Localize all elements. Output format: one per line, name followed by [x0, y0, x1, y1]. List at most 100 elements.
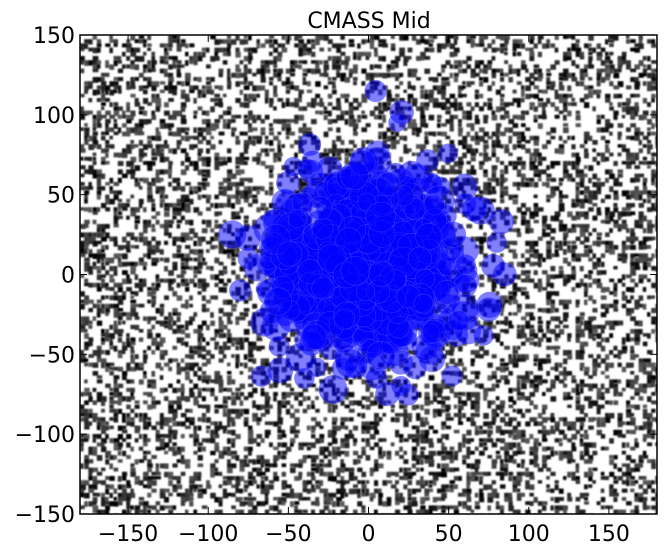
density-pixel [617, 354, 622, 360]
density-pixel [231, 72, 237, 78]
density-pixel [630, 228, 635, 234]
density-pixel [495, 68, 502, 73]
density-pixel [491, 287, 496, 293]
density-pixel [592, 140, 598, 145]
density-pixel [143, 316, 147, 321]
density-pixel [621, 224, 628, 230]
density-pixel [584, 253, 590, 258]
density-pixel [269, 60, 273, 65]
density-pixel [172, 211, 178, 216]
density-pixel [579, 232, 586, 237]
density-pixel [311, 43, 316, 49]
density-pixel [88, 98, 93, 103]
density-pixel [609, 169, 613, 174]
density-pixel [554, 161, 561, 166]
density-pixel [126, 379, 132, 384]
density-pixel [655, 77, 657, 81]
density-pixel [600, 358, 606, 364]
density-pixel [491, 190, 497, 195]
density-pixel [575, 47, 582, 53]
density-pixel [96, 123, 102, 128]
density-pixel [605, 51, 609, 56]
density-pixel [575, 81, 580, 87]
density-pixel [122, 261, 128, 267]
density-pixel [584, 198, 590, 203]
density-pixel [563, 358, 568, 365]
density-pixel [101, 421, 106, 428]
density-pixel [113, 329, 120, 335]
density-pixel [386, 68, 391, 72]
density-pixel [311, 383, 316, 388]
density-pixel [437, 413, 442, 417]
density-pixel [180, 39, 186, 44]
density-pixel [479, 60, 484, 65]
density-pixel [626, 127, 631, 132]
density-pixel [571, 270, 577, 276]
density-pixel [277, 140, 281, 145]
density-pixel [323, 417, 327, 422]
density-pixel [521, 329, 525, 334]
density-pixel [563, 140, 568, 144]
density-pixel [647, 350, 653, 355]
density-pixel [231, 257, 236, 262]
density-pixel [105, 245, 109, 250]
density-pixel [500, 408, 504, 414]
density-pixel [386, 72, 391, 78]
density-pixel [432, 392, 437, 398]
density-pixel [239, 182, 245, 187]
density-pixel [617, 211, 623, 218]
density-pixel [101, 350, 105, 355]
density-pixel [441, 81, 446, 86]
density-pixel [206, 64, 211, 69]
density-pixel [155, 257, 159, 263]
density-pixel [655, 417, 657, 423]
density-pixel [558, 135, 563, 141]
density-pixel [96, 287, 102, 292]
density-pixel [197, 51, 202, 58]
density-pixel [453, 98, 458, 104]
density-pixel [386, 135, 392, 142]
density-pixel [605, 56, 611, 61]
density-pixel [155, 152, 161, 157]
density-pixel [651, 98, 655, 103]
density-pixel [109, 257, 115, 264]
density-pixel [605, 215, 610, 220]
density-pixel [655, 169, 657, 175]
density-pixel [126, 43, 132, 49]
density-pixel [546, 81, 551, 85]
density-pixel [495, 291, 500, 296]
density-pixel [458, 404, 464, 410]
density-pixel [470, 135, 475, 142]
density-pixel [521, 354, 527, 360]
density-pixel [159, 312, 164, 317]
density-pixel [378, 417, 383, 422]
density-pixel [277, 131, 282, 135]
density-pixel [470, 165, 475, 171]
density-pixel [88, 135, 94, 142]
density-pixel [294, 119, 299, 124]
density-pixel [588, 270, 593, 275]
density-pixel [353, 51, 357, 58]
density-pixel [214, 245, 218, 249]
density-pixel [176, 316, 181, 323]
density-pixel [201, 287, 207, 292]
density-pixel [227, 148, 232, 154]
density-pixel [84, 110, 89, 116]
density-pixel [231, 249, 235, 255]
density-pixel [222, 413, 227, 417]
density-pixel [277, 98, 284, 102]
density-pixel [151, 228, 156, 232]
density-pixel [84, 278, 89, 283]
density-pixel [239, 345, 245, 350]
density-pixel [516, 81, 522, 85]
density-pixel [214, 257, 220, 264]
density-pixel [596, 278, 601, 283]
density-pixel [117, 329, 124, 334]
density-pixel [353, 131, 358, 136]
density-pixel [592, 329, 598, 333]
density-pixel [617, 379, 622, 384]
density-pixel [227, 51, 231, 57]
density-pixel [189, 354, 195, 360]
density-pixel [109, 64, 115, 70]
density-pixel [626, 337, 632, 342]
